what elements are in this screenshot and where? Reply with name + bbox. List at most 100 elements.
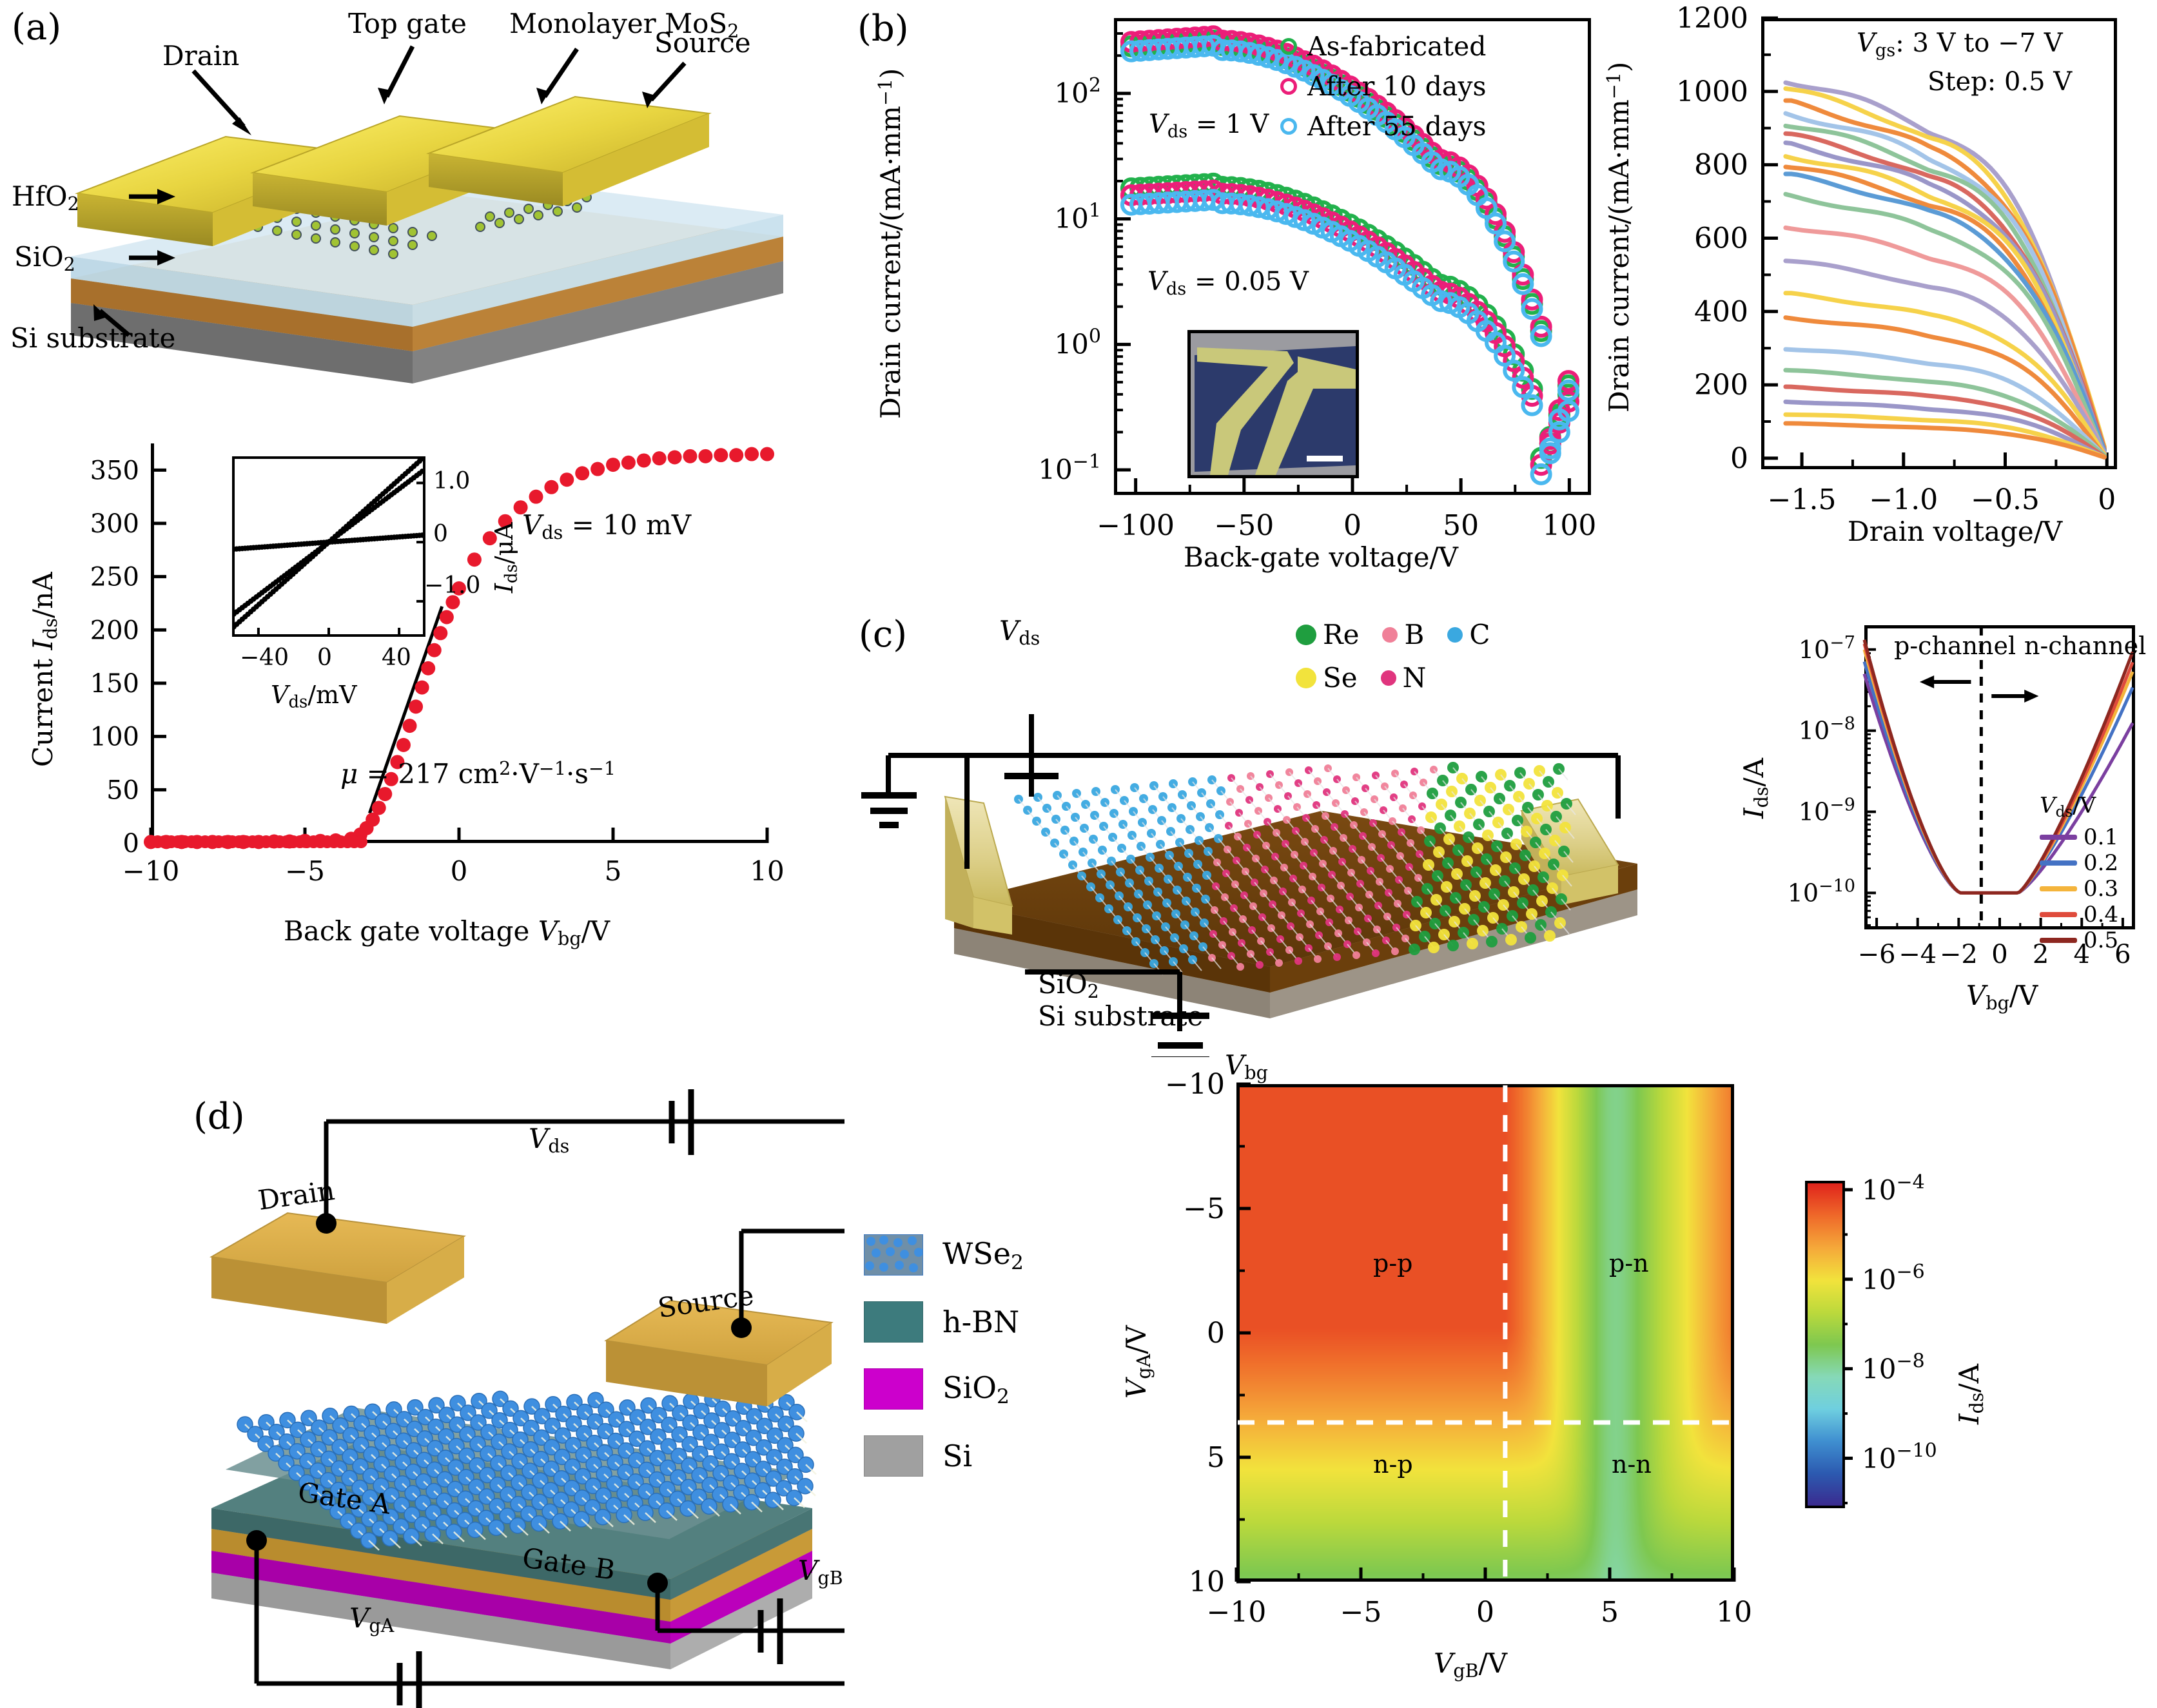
legend-label-after-55-days: After 55 days	[1307, 111, 1487, 142]
panel-b-output-chart: 0 200 400 600 800 1000 1200 −1.5 −1.0 −0.5 0 Drain…	[1592, 0, 2157, 593]
svg-text:100: 100	[1054, 325, 1101, 360]
panel-c-tag: (c)	[859, 614, 908, 655]
legend-label-wse2: WSe2	[942, 1236, 1024, 1274]
svg-text:−4: −4	[1898, 940, 1937, 969]
atom-label-c: C	[1469, 619, 1490, 650]
panel-b-output-ylabel: Drain current/(mA·mm−1)	[1603, 61, 1635, 412]
label-source: Source	[654, 27, 751, 59]
panel-b-ylabel: Drain current/(mA·mm−1)	[874, 68, 906, 419]
atom-label-n: N	[1402, 662, 1427, 694]
atom-dot-n	[1380, 670, 1396, 686]
panel-a-chart: 0 50 100 150 200 250 300 350 −10 −5 0 5 10 Current I…	[0, 400, 844, 980]
svg-text:−1.0: −1.0	[1869, 483, 1938, 516]
svg-text:0: 0	[1476, 1596, 1494, 1629]
svg-text:50: 50	[1443, 509, 1479, 542]
label-quadrant-np: n-p	[1373, 1450, 1413, 1479]
colorbar-label: Ids/A	[1953, 1363, 1988, 1424]
legend-swatch-wse2	[864, 1234, 923, 1276]
label-vga: VgA	[349, 1602, 395, 1637]
legend-marker-after-55-days	[1280, 118, 1297, 135]
legend-swatch-03	[2040, 886, 2077, 891]
svg-text:5: 5	[1601, 1596, 1619, 1629]
label-vds-d: Vds	[529, 1123, 570, 1158]
panel-a-xlabel: Back gate voltage Vbg/V	[284, 915, 610, 950]
annotation-step: Step: 0.5 V	[1928, 67, 2073, 97]
svg-text:0: 0	[2098, 483, 2116, 516]
panel-b-tag: (b)	[857, 8, 909, 50]
svg-text:200: 200	[1694, 369, 1748, 402]
panel-a-tag: (a)	[12, 6, 62, 48]
label-si-substrate-c: Si substrate	[1038, 1000, 1204, 1032]
panel-c-chart: 10−7 10−8 10−9 10−10 −6 −4 −2 0 2 4 6 Ids/A Vbg/V …	[1689, 606, 2157, 1018]
svg-text:10−4: 10−4	[1862, 1170, 1925, 1206]
svg-text:5: 5	[1207, 1441, 1225, 1474]
svg-text:10: 10	[1716, 1596, 1752, 1629]
inset-ylabel: Ids/μA	[490, 522, 522, 593]
panel-b-xlabel: Back-gate voltage/V	[1184, 541, 1458, 573]
svg-text:10−8: 10−8	[1862, 1350, 1925, 1385]
legend-label-sio2-d: SiO2	[942, 1370, 1010, 1408]
label-monolayer-mos2: Monolayer MoS2	[509, 8, 739, 43]
legend-swatch-hbn	[864, 1301, 923, 1343]
legend-label-as-fabricated: As-fabricated	[1307, 31, 1487, 62]
svg-text:−5: −5	[1340, 1596, 1382, 1629]
atom-dot-re	[1296, 624, 1316, 645]
atom-label-b: B	[1404, 619, 1425, 650]
svg-text:10: 10	[750, 855, 784, 887]
svg-text:−10: −10	[1207, 1596, 1267, 1629]
svg-text:10−7: 10−7	[1799, 632, 1855, 664]
svg-text:300: 300	[90, 509, 139, 539]
legend-label-si: Si	[942, 1439, 973, 1473]
panel-d-ylabel: VgA/V	[1120, 1325, 1155, 1399]
atom-dot-se	[1296, 667, 1316, 688]
svg-text:−10: −10	[122, 855, 180, 887]
panel-c-schematic: Vds Vbg SiO2 Si substrate	[857, 606, 1695, 1083]
svg-text:1200: 1200	[1676, 2, 1748, 35]
label-hfo2: HfO2	[12, 180, 79, 215]
atom-dot-b	[1382, 626, 1398, 643]
svg-text:−2: −2	[1940, 940, 1978, 969]
svg-text:−0.5: −0.5	[1971, 483, 2040, 516]
annotation-vgs-range: Vgs: 3 V to −7 V	[1857, 28, 2063, 61]
panel-c-legend: Vds/V 0.1 0.2 0.3 0.4 0.5	[2040, 793, 2118, 953]
annotation-mobility: μ = 217 cm2·V−1·s−1	[340, 757, 616, 790]
legend-swatch-si	[864, 1435, 923, 1477]
annotation-vds: Vds = 10 mV	[522, 509, 692, 544]
legend-swatch-05	[2040, 937, 2077, 943]
label-quadrant-pp: p-p	[1373, 1249, 1413, 1277]
label-p-channel: p-channel	[1894, 632, 2016, 660]
legend-label-01: 0.1	[2084, 824, 2119, 850]
label-quadrant-nn: n-n	[1612, 1450, 1652, 1479]
legend-title-vds: Vds/V	[2040, 793, 2096, 820]
panel-a-inset	[232, 456, 425, 637]
svg-text:0: 0	[1207, 1317, 1225, 1350]
legend-label-after-10-days: After 10 days	[1307, 71, 1487, 102]
inset-xtick--40: −40	[240, 645, 289, 671]
svg-text:600: 600	[1694, 222, 1748, 255]
svg-text:−100: −100	[1097, 509, 1175, 542]
panel-b-legend: As-fabricated After 10 days After 55 day…	[1280, 31, 1487, 142]
label-top-gate: Top gate	[348, 8, 467, 39]
inset-ytick--1: −1.0	[424, 572, 481, 599]
svg-text:250: 250	[90, 563, 139, 592]
legend-swatch-sio2	[864, 1368, 923, 1410]
legend-label-03: 0.3	[2084, 875, 2119, 902]
panel-a-schematic: Drain Top gate Monolayer MoS2 Source HfO…	[0, 0, 838, 400]
svg-text:10−9: 10−9	[1799, 795, 1855, 826]
panel-d-material-legend: WSe2 h-BN SiO2 Si	[864, 1234, 1024, 1477]
legend-marker-as-fabricated	[1280, 38, 1297, 55]
svg-text:−1.5: −1.5	[1768, 483, 1837, 516]
label-vgb: VgB	[798, 1555, 843, 1589]
svg-text:0: 0	[123, 829, 139, 859]
svg-text:10−6: 10−6	[1862, 1260, 1925, 1296]
svg-text:100: 100	[90, 723, 139, 752]
inset-xtick-0: 0	[317, 645, 332, 671]
legend-swatch-04	[2040, 911, 2077, 917]
label-n-channel: n-channel	[2024, 632, 2147, 660]
svg-text:5: 5	[605, 855, 622, 887]
svg-text:0: 0	[1343, 509, 1362, 542]
panel-d-tag: (d)	[193, 1096, 245, 1138]
inset-ytick-1: 1.0	[433, 468, 471, 494]
label-vds-c: Vds	[999, 615, 1040, 650]
svg-text:200: 200	[90, 616, 139, 645]
